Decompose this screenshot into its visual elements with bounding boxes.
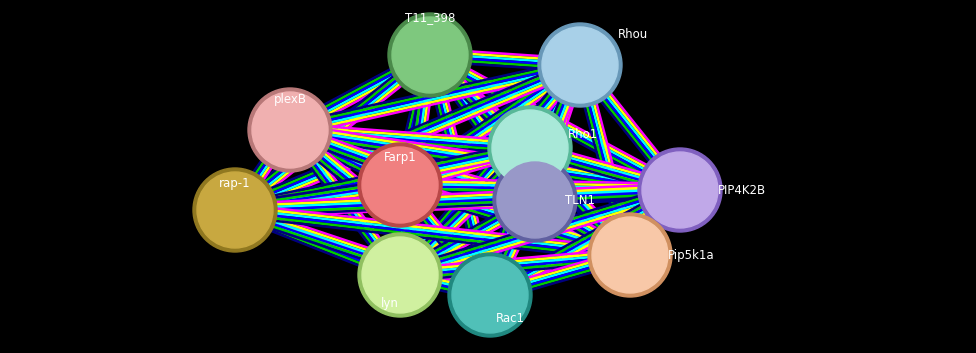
Circle shape [488,106,572,190]
Circle shape [592,217,668,293]
Text: T11_398: T11_398 [405,12,455,24]
Circle shape [248,88,332,172]
Text: lyn: lyn [381,297,399,310]
Circle shape [448,253,532,337]
Text: rap-1: rap-1 [220,176,251,190]
Circle shape [542,27,618,103]
Circle shape [452,257,528,333]
Text: Rho1: Rho1 [568,128,598,142]
Circle shape [638,148,722,232]
Circle shape [362,147,438,223]
Circle shape [362,237,438,313]
Text: TLN1: TLN1 [565,193,595,207]
Text: PIP4K2B: PIP4K2B [718,184,766,197]
Circle shape [497,162,573,238]
Circle shape [538,23,622,107]
Text: Rac1: Rac1 [496,311,524,324]
Circle shape [358,233,442,317]
Circle shape [358,143,442,227]
Text: Pip5k1a: Pip5k1a [668,249,714,262]
Text: Rhou: Rhou [618,29,648,42]
Circle shape [388,13,472,97]
Circle shape [642,152,718,228]
Circle shape [193,168,277,252]
Circle shape [492,110,568,186]
Circle shape [252,92,328,168]
Circle shape [392,17,468,93]
Text: Farp1: Farp1 [384,151,417,164]
Circle shape [588,213,672,297]
Circle shape [197,172,273,248]
Circle shape [493,158,577,242]
Text: plexB: plexB [273,94,306,107]
